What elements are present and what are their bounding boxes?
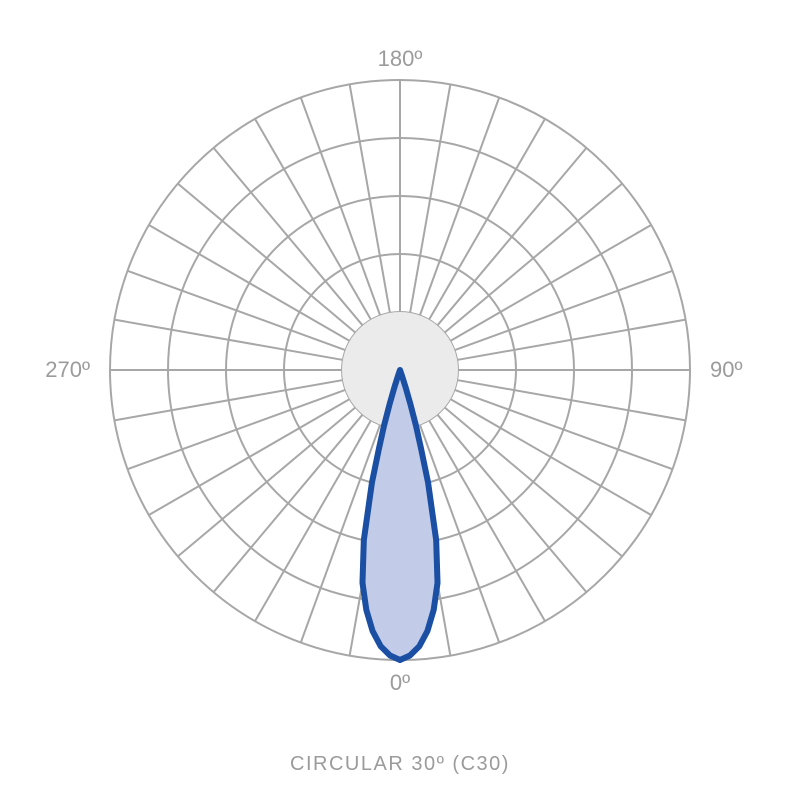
axis-label: 0º	[390, 670, 410, 695]
grid-spoke	[114, 320, 342, 360]
grid-spoke	[350, 84, 390, 312]
axis-label: 270º	[45, 357, 90, 382]
grid-spoke	[301, 97, 380, 315]
grid-spoke	[420, 97, 499, 315]
axis-label: 90º	[710, 357, 743, 382]
grid-spoke	[114, 380, 342, 420]
grid-spoke	[455, 271, 673, 350]
grid-spoke	[457, 380, 685, 420]
axis-label: 180º	[378, 46, 423, 71]
polar-chart: 180º 90º 0º 270º CIRCULAR 30º (C30)	[0, 0, 800, 800]
grid-spoke	[455, 390, 673, 469]
grid-spoke	[410, 84, 450, 312]
grid-spoke	[457, 320, 685, 360]
grid-spoke	[127, 390, 345, 469]
chart-caption: CIRCULAR 30º (C30)	[290, 753, 510, 775]
grid-spoke	[127, 271, 345, 350]
